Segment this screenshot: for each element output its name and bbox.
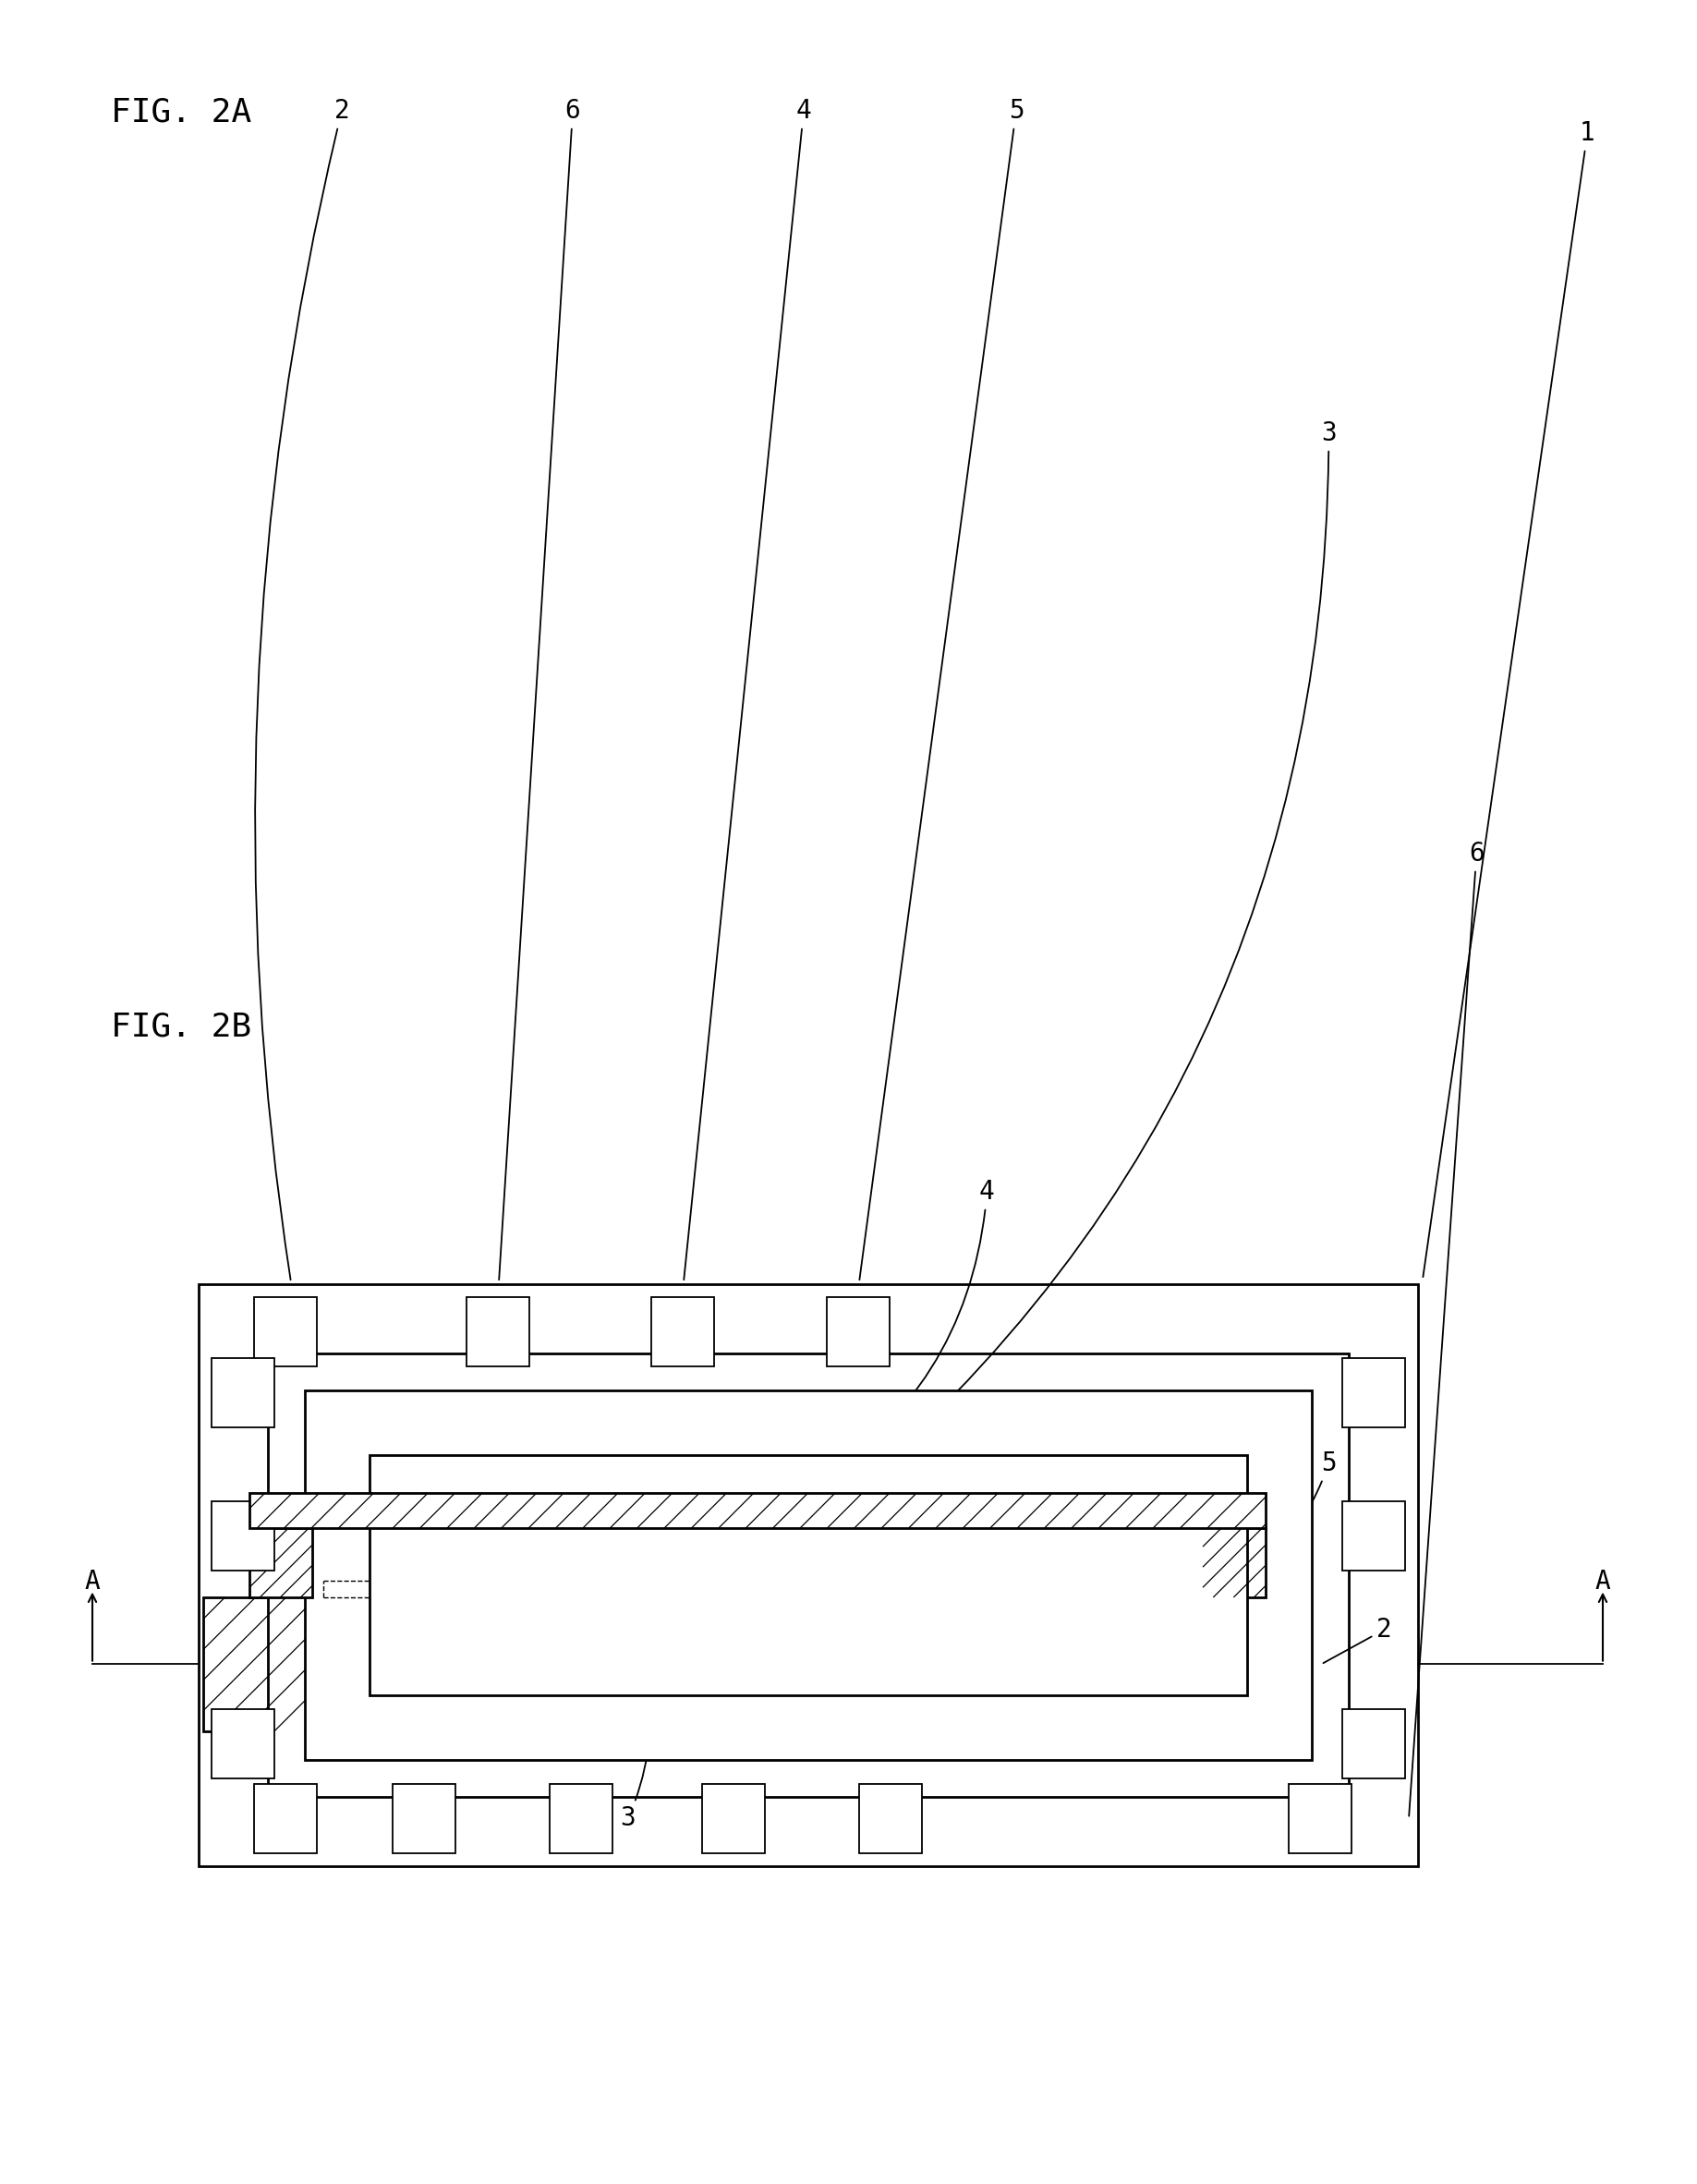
Bar [1342,1710,1405,1778]
Text: 3: 3 [764,419,1337,1562]
Bar [370,1455,1247,1695]
Bar [652,1297,714,1367]
Text: 6: 6 [499,98,580,1280]
Text: A: A [1595,1568,1610,1594]
Text: 5: 5 [859,98,1023,1280]
Bar [1203,1529,1266,1597]
Text: 5: 5 [1273,1450,1337,1562]
Bar [1342,1358,1405,1428]
Bar [703,1784,765,1854]
Bar [268,1354,1349,1797]
Bar [249,1494,1266,1529]
Bar [392,1784,455,1854]
Bar [1342,1500,1405,1570]
Text: 1: 1 [1424,120,1595,1278]
Bar [212,1500,275,1570]
Bar [550,1784,613,1854]
Text: A: A [85,1568,100,1594]
Bar [1288,1784,1351,1854]
Bar [199,1284,1419,1865]
Text: 4: 4 [684,98,811,1280]
Bar [255,1784,317,1854]
Text: 4: 4 [811,1179,994,1487]
Text: 6: 6 [1409,841,1485,1817]
Bar [255,1297,317,1367]
Text: 2: 2 [255,98,350,1280]
Bar [212,1358,275,1428]
Text: FIG. 2B: FIG. 2B [110,1011,251,1042]
Bar [467,1297,529,1367]
Bar [859,1784,921,1854]
Bar [204,1597,1312,1732]
Bar [249,1529,312,1597]
Bar [305,1391,1312,1760]
Bar [826,1297,889,1367]
Text: FIG. 2A: FIG. 2A [110,96,251,127]
Text: 3: 3 [621,1673,650,1830]
Bar [212,1710,275,1778]
Text: 2: 2 [1324,1616,1392,1662]
